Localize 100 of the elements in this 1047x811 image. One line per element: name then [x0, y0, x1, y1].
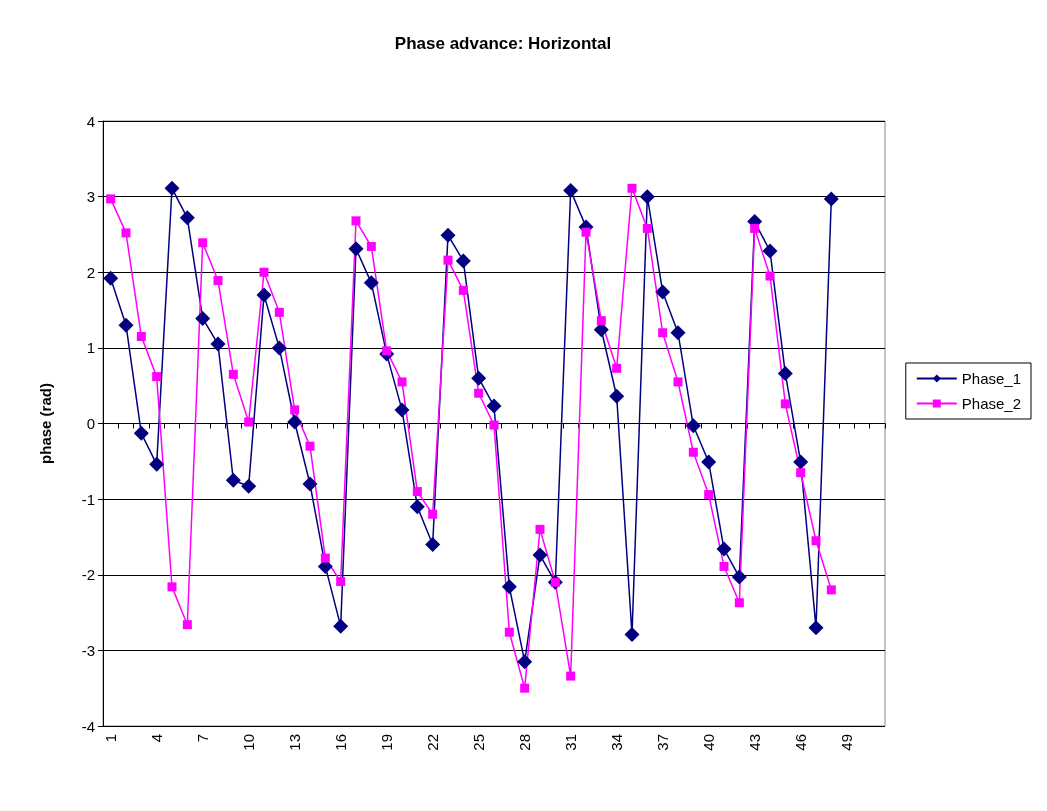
point: [793, 454, 809, 470]
point: [474, 388, 484, 398]
point: [808, 620, 824, 636]
point: [642, 223, 652, 233]
point: [639, 189, 655, 205]
x-tick-label: 4: [148, 734, 166, 743]
point: [244, 417, 254, 427]
point: [701, 454, 717, 470]
y-tick-label: 2: [86, 263, 95, 281]
point: [274, 307, 284, 317]
point: [486, 398, 502, 414]
y-tick-label: -4: [81, 717, 95, 735]
point: [167, 582, 177, 592]
point: [133, 425, 149, 441]
point: [136, 332, 146, 342]
point: [670, 325, 686, 341]
point: [581, 227, 591, 237]
point: [182, 620, 192, 630]
y-tick-label: 1: [86, 339, 95, 357]
y-tick-label: 4: [86, 112, 95, 130]
point: [765, 271, 775, 281]
point: [458, 285, 468, 295]
point: [228, 369, 238, 379]
point: [287, 414, 303, 430]
point: [363, 275, 379, 291]
point: [532, 547, 548, 563]
x-tick-label: 25: [470, 734, 488, 751]
point: [823, 191, 839, 207]
point: [103, 270, 119, 286]
x-tick-label: 22: [424, 734, 442, 751]
point: [106, 194, 116, 204]
point: [256, 287, 272, 303]
legend-label: Phase_2: [961, 395, 1021, 412]
point: [471, 370, 487, 386]
point: [762, 243, 778, 259]
point: [149, 456, 165, 472]
y-tick-label: 0: [86, 415, 95, 432]
x-tick-label: 43: [746, 734, 764, 751]
point: [624, 626, 640, 642]
point: [685, 418, 701, 434]
y-tick-label: -1: [81, 490, 95, 508]
point: [164, 180, 180, 196]
point: [520, 683, 530, 693]
point: [210, 336, 226, 352]
point: [719, 561, 729, 571]
point: [366, 242, 376, 252]
point: [348, 241, 364, 257]
x-tick-label: 19: [378, 734, 396, 751]
point: [305, 441, 315, 451]
point: [425, 537, 441, 552]
point: [489, 420, 499, 430]
x-tick-label: 49: [838, 734, 856, 751]
point: [443, 255, 453, 265]
point: [811, 536, 821, 546]
point: [333, 618, 349, 634]
x-tick-label: 10: [240, 734, 258, 751]
point: [320, 553, 330, 563]
x-tick-label: 28: [516, 734, 534, 751]
point: [780, 399, 790, 409]
point: [655, 284, 671, 300]
point: [259, 267, 269, 277]
point: [152, 372, 162, 382]
point: [673, 377, 683, 387]
point: [688, 447, 698, 457]
point: [504, 627, 514, 637]
point: [796, 468, 806, 478]
point: [734, 598, 744, 608]
point: [213, 276, 223, 286]
point: [198, 238, 208, 248]
point: [826, 585, 836, 595]
point: [501, 579, 517, 595]
point: [704, 490, 714, 500]
x-tick-label: 16: [332, 734, 350, 751]
x-tick-label: 1: [102, 734, 120, 743]
point: [455, 253, 471, 269]
point: [121, 228, 131, 238]
x-tick-label: 13: [286, 734, 304, 751]
point: [271, 340, 287, 356]
point: [225, 472, 241, 488]
point: [351, 216, 361, 226]
chart-title: Phase advance: Horizontal: [394, 34, 612, 53]
point: [750, 223, 760, 233]
point: [302, 476, 318, 492]
point: [412, 487, 422, 497]
x-tick-label: 46: [792, 734, 810, 751]
point: [566, 671, 576, 681]
x-tick-label: 40: [700, 734, 718, 751]
point: [658, 328, 668, 338]
point: [517, 654, 533, 670]
point: [290, 405, 300, 415]
point: [409, 499, 425, 515]
point: [563, 183, 579, 199]
point: [731, 569, 747, 585]
point: [609, 388, 625, 404]
x-tick-label: 34: [608, 734, 626, 751]
point: [195, 310, 211, 326]
y-tick-label: 3: [86, 188, 95, 206]
point: [179, 210, 195, 226]
legend-label: Phase_1: [961, 370, 1021, 387]
x-tick-label: 37: [654, 734, 672, 751]
